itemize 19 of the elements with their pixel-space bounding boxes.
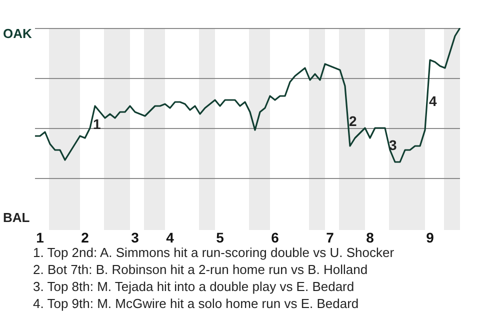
x-tick-label: 7 (326, 229, 334, 246)
text: 3. Top 8th: M. Tejada hit into a double play vs E. Bedard (33, 278, 356, 295)
x-tick-label: 6 (271, 229, 280, 246)
x-tick-label: 8 (366, 229, 374, 246)
text: 4. Top 9th: M. McGwire hit a solo home run vs E. Bedard (33, 295, 360, 312)
annotation: 4 (429, 93, 437, 109)
annotation: 2 (349, 113, 357, 129)
x-tick-label: 4 (166, 229, 174, 246)
text: BAL (3, 210, 30, 225)
text: OAK (3, 26, 32, 41)
text: 2. Bot 7th: B. Robinson hit a 2-run home run vs B. Holland (33, 261, 369, 278)
annotation: 1 (93, 116, 101, 132)
x-tick-label: 2 (81, 229, 90, 246)
text: 1. Top 2nd: A. Simmons hit a run-scoring double vs U. Shocker (33, 244, 394, 261)
x-tick-label: 5 (216, 229, 224, 246)
x-tick-label: 3 (131, 229, 140, 246)
x-tick-label: 9 (426, 229, 434, 246)
x-tick-label: 1 (36, 229, 44, 246)
annotation: 3 (389, 137, 397, 153)
